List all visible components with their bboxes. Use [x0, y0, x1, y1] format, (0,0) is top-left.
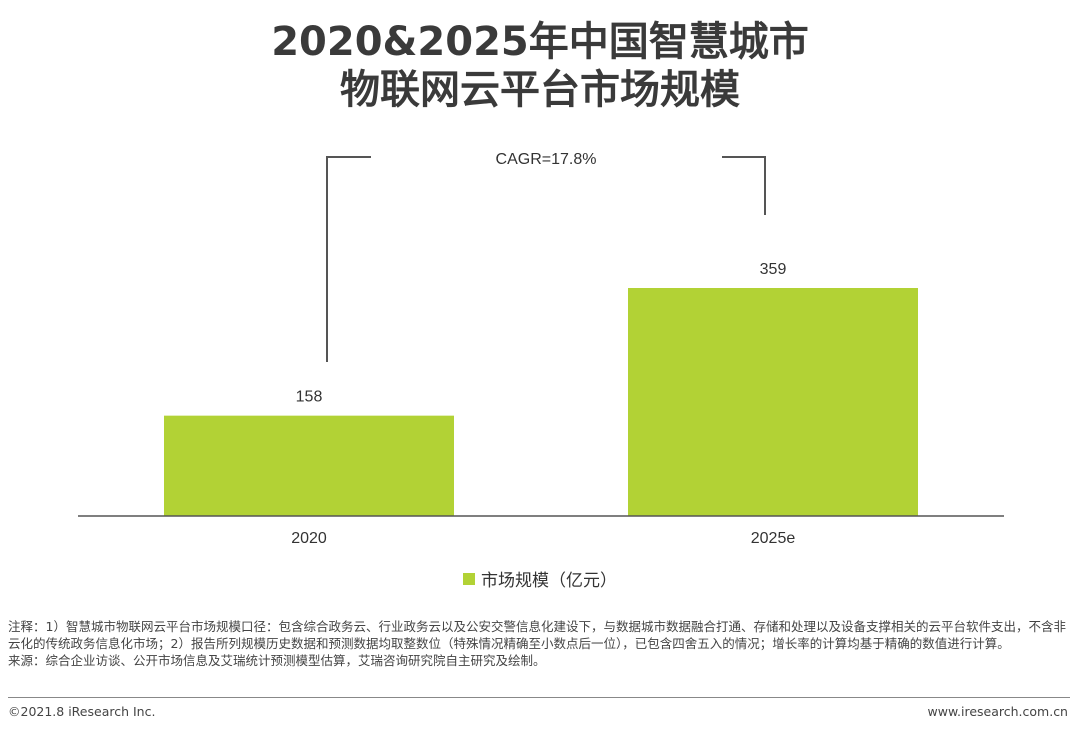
- x-tick-label-2020: 2020: [291, 530, 327, 547]
- notes-section: 注释：1）智慧城市物联网云平台市场规模口径：包含综合政务云、行业政务云以及公安交…: [8, 618, 1070, 669]
- cagr-annotation: CAGR=17.8%: [496, 151, 597, 168]
- footer-copyright: ©2021.8 iResearch Inc.: [8, 704, 156, 719]
- page-title-line1: 2020&2025年中国智慧城市: [271, 19, 809, 65]
- data-label-2025e: 359: [760, 261, 787, 278]
- legend-label: 市场规模（亿元）: [481, 571, 617, 591]
- bar-2025e: [628, 288, 918, 516]
- footer-website: www.iresearch.com.cn: [927, 704, 1069, 719]
- chart-legend: 市场规模（亿元）: [0, 566, 1080, 591]
- page-title-line2: 物联网云平台市场规模: [340, 67, 740, 113]
- footer-divider: [8, 697, 1070, 698]
- cagr-bracket-left: [326, 156, 371, 362]
- cagr-bracket-right: [722, 156, 766, 215]
- data-label-2020: 158: [296, 389, 323, 406]
- bar-2020: [164, 415, 454, 516]
- source-text: 来源：综合企业访谈、公开市场信息及艾瑞统计预测模型估算，艾瑞咨询研究院自主研究及…: [8, 653, 546, 668]
- legend-swatch: [463, 573, 475, 585]
- note-text: 注释：1）智慧城市物联网云平台市场规模口径：包含综合政务云、行业政务云以及公安交…: [8, 619, 1066, 651]
- x-tick-label-2025e: 2025e: [751, 530, 796, 547]
